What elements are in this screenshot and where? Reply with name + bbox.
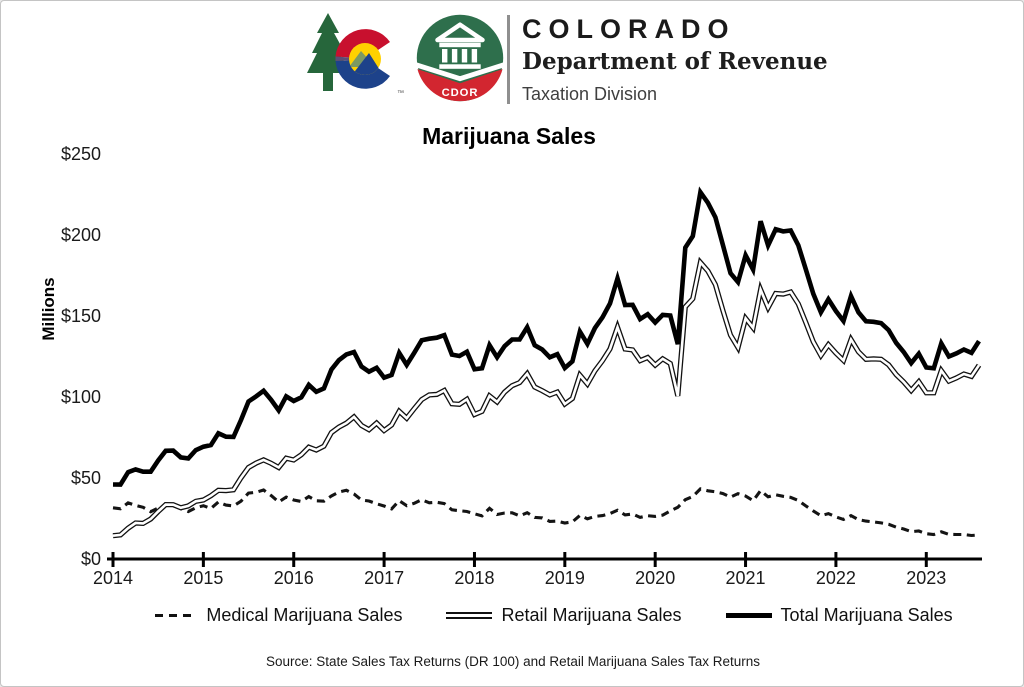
retail-sales-line-core [112, 259, 981, 537]
y-tick-label: $200 [60, 225, 101, 245]
x-tick-label: 2019 [544, 568, 585, 588]
chart-title: Marijuana Sales [422, 123, 596, 149]
header-divider [507, 15, 510, 104]
x-tick-label: 2015 [183, 568, 224, 588]
x-tick-label: 2022 [815, 568, 856, 588]
legend-label-medical: Medical Marijuana Sales [206, 605, 403, 625]
x-tick-label: 2023 [906, 568, 947, 588]
org-name: COLORADO [522, 14, 736, 44]
colorado-c-icon [335, 29, 390, 89]
x-tick-label: 2020 [635, 568, 676, 588]
x-tick-label: 2021 [725, 568, 766, 588]
colorado-state-logo: ™ [307, 13, 404, 97]
chevron-divider [415, 62, 505, 82]
mountains-icon [349, 51, 381, 75]
y-tick-label: $100 [60, 387, 101, 407]
solid-line-icon [725, 613, 772, 618]
legend-item-medical: Medical Marijuana Sales [155, 605, 402, 626]
double-line-icon [446, 612, 493, 619]
legend: Medical Marijuana Sales Retail Marijuana… [85, 605, 1023, 626]
x-tick-label: 2016 [273, 568, 314, 588]
legend-label-total: Total Marijuana Sales [780, 605, 953, 625]
legend-item-retail: Retail Marijuana Sales [446, 605, 682, 626]
x-tick-label: 2014 [92, 568, 134, 588]
total-sales-line [112, 186, 981, 487]
legend-label-retail: Retail Marijuana Sales [501, 605, 682, 625]
division-name: Taxation Division [522, 84, 658, 104]
y-tick-label: $50 [70, 468, 101, 488]
department-name: Department of Revenue [522, 48, 828, 75]
cdor-badge-label: CDOR [442, 87, 479, 99]
dashed-line-icon [155, 614, 198, 617]
source-note: Source: State Sales Tax Returns (DR 100)… [266, 654, 760, 669]
trademark-text: ™ [397, 90, 404, 97]
cdor-badge-icon: CDOR [415, 14, 505, 102]
y-tick-label: $250 [60, 144, 101, 164]
y-tick-label: $150 [60, 306, 101, 326]
medical-sales-line [112, 487, 980, 538]
x-tick-label: 2017 [364, 568, 405, 588]
y-tick-label: $0 [80, 549, 101, 569]
x-tick-label: 2018 [454, 568, 495, 588]
legend-item-total: Total Marijuana Sales [725, 605, 953, 626]
temple-icon [435, 22, 485, 69]
